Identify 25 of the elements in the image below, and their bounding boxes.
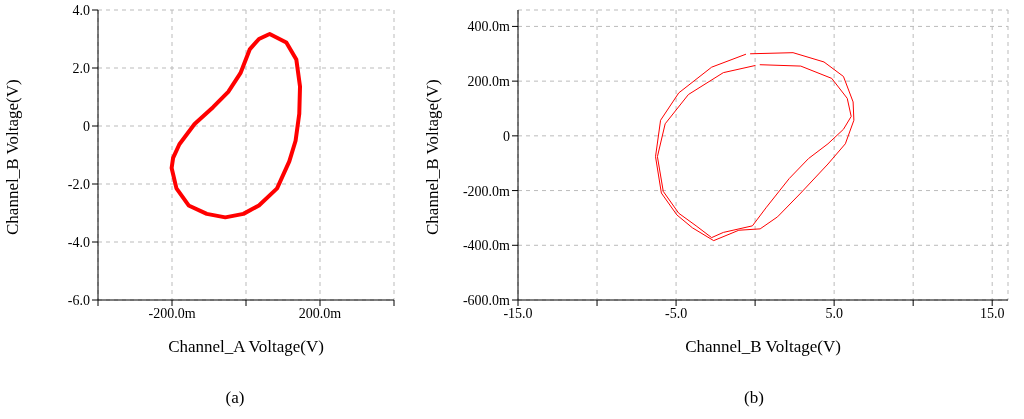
x-tick-label: 15.0 <box>979 305 1005 321</box>
x-axis-title: Channel_B Voltage(V) <box>685 337 841 356</box>
line-series <box>169 32 303 220</box>
y-axis-title: Channel_B Voltage(V) <box>423 79 443 235</box>
text: (b) <box>743 388 765 408</box>
y-tick-label: 0 <box>83 118 90 134</box>
y-tick-label: -4.0 <box>67 234 90 250</box>
y-tick-label: -6.0 <box>67 292 90 308</box>
x-tick-label: 200.0m <box>298 305 342 321</box>
y-tick-label: -2.0 <box>67 176 90 192</box>
x-tick-label: 5.0 <box>825 305 843 321</box>
text: (a) <box>224 388 246 408</box>
x-tick-label: -200.0m <box>148 305 196 321</box>
y-tick-label: -200.0m <box>462 183 511 199</box>
y-tick-label: 400.0m <box>467 19 511 35</box>
y-axis-title: Channel_B Voltage(V) <box>3 79 23 235</box>
y-tick-label: 4.0 <box>72 2 90 18</box>
y-tick-label: -400.0m <box>462 238 511 254</box>
x-tick-label: -15.0 <box>503 305 533 321</box>
y-tick-label: 2.0 <box>72 60 90 76</box>
y-tick-label: -600.0m <box>462 292 511 308</box>
y-tick-label: 200.0m <box>467 74 511 90</box>
x-tick-label: -5.0 <box>664 305 688 321</box>
y-tick-label: 0 <box>503 128 510 144</box>
x-axis-title: Channel_A Voltage(V) <box>168 337 324 356</box>
